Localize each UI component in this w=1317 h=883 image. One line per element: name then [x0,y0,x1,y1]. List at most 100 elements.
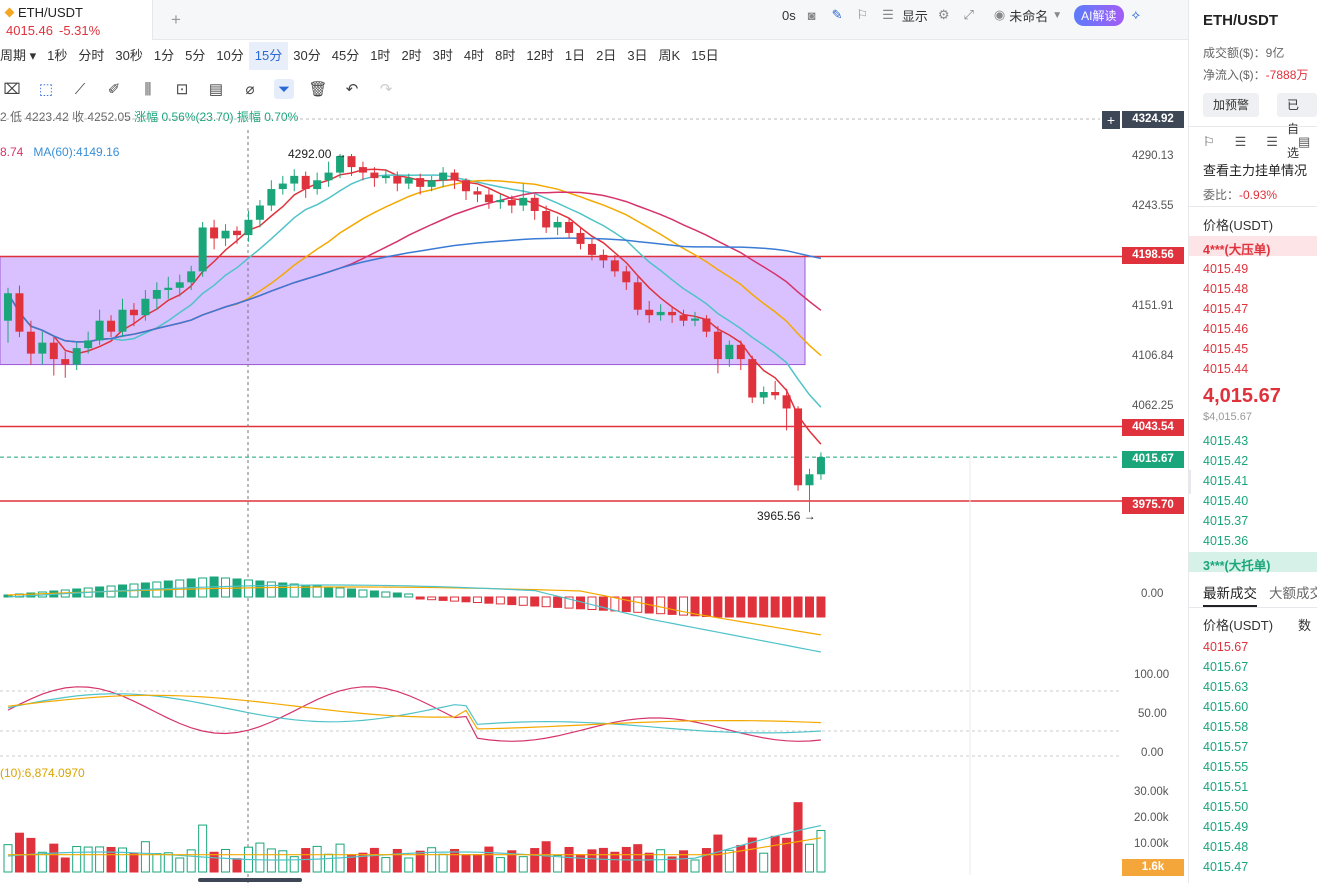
macd-bar [507,596,517,606]
layout-name[interactable]: 未命名 [1009,8,1049,24]
add-alert-button[interactable]: 加预警 [1203,93,1260,117]
bid-wall: 3***(大托单) [1203,559,1271,573]
panel-collapse-icon[interactable]: ▸ [1189,470,1191,494]
lock-icon[interactable]: ⊡ [175,81,189,98]
candle [244,219,253,236]
interval-19[interactable]: 周K [658,48,681,63]
bid-row[interactable]: 4015.43 [1203,434,1249,448]
volume-bar [152,853,162,873]
interval-15[interactable]: 12时 [526,48,554,63]
trash-icon[interactable]: 🗑 [308,81,328,98]
interval-18[interactable]: 3日 [627,48,648,63]
brush-icon[interactable]: ✐ [107,81,121,98]
ask-row[interactable]: 4015.49 [1203,262,1249,276]
macd-bar [747,596,757,618]
undo-icon[interactable]: ↶ [345,81,359,98]
chevron-down-icon[interactable]: ▼ [1052,9,1063,21]
interval-20[interactable]: 15日 [691,48,719,63]
volume-bar [736,844,746,873]
share-icon[interactable]: ⟡ [1131,7,1141,22]
vol-axis: 30.00k [1134,786,1169,798]
pen-icon[interactable]: ✎ [831,7,843,22]
trade-row[interactable]: 4015.58 [1203,720,1249,734]
interval-14[interactable]: 8时 [495,48,516,63]
crosshair-plus-icon[interactable]: + [1102,111,1120,129]
interval-6[interactable]: 10分 [216,48,244,63]
redo-icon[interactable]: ↷ [379,81,393,98]
trade-row[interactable]: 4015.60 [1203,700,1249,714]
display-button[interactable]: 显示 [901,8,928,24]
trade-row[interactable]: 4015.63 [1203,680,1249,694]
bid-row[interactable]: 4015.41 [1203,474,1249,488]
candle [129,309,138,316]
interval-7[interactable]: 15分 [249,42,288,70]
interval-1[interactable]: 1秒 [47,48,68,63]
watchlist-button[interactable]: 已自选 [1277,93,1317,160]
bid-row[interactable]: 4015.42 [1203,454,1249,468]
interval-0[interactable]: 周期 ▾ [0,48,37,63]
trade-row[interactable]: 4015.67 [1203,660,1249,674]
trade-row[interactable]: 4015.48 [1203,840,1249,854]
volume-bar [507,850,517,873]
trade-row[interactable]: 4015.50 [1203,800,1249,814]
trade-row[interactable]: 4015.57 [1203,740,1249,754]
interval-10[interactable]: 1时 [370,48,391,63]
flag-icon[interactable]: ⚐ [856,7,869,22]
candle [645,309,654,316]
trade-tabs[interactable]: 最新成交大额成交 [1203,582,1317,607]
ask-row[interactable]: 4015.45 [1203,342,1249,356]
interval-5[interactable]: 5分 [185,48,206,63]
price-chart[interactable] [0,105,1188,883]
eye-icon[interactable]: ◉ [993,7,1006,22]
gear-icon[interactable]: ⚙ [937,7,950,22]
panel-icons[interactable]: ⚐☰☰▤ [1203,134,1310,149]
magnet-icon[interactable]: ⌧ [3,81,21,98]
trade-row[interactable]: 4015.51 [1203,780,1249,794]
ai-analysis-button[interactable]: AI解读 [1074,4,1124,26]
bid-row[interactable]: 4015.37 [1203,514,1249,528]
indicator-icon[interactable]: ⫼ [144,80,152,98]
trade-row[interactable]: 4015.55 [1203,760,1249,774]
list-icon[interactable]: ☰ [882,7,894,22]
interval-11[interactable]: 2时 [401,48,422,63]
bid-row[interactable]: 4015.36 [1203,534,1249,548]
interval-2[interactable]: 分时 [78,48,105,63]
filter-icon[interactable]: ⏷ [274,79,294,99]
camera-icon[interactable]: ◙ [807,7,816,23]
interval-9[interactable]: 45分 [331,48,360,63]
ask-row[interactable]: 4015.48 [1203,282,1249,296]
fullscreen-icon[interactable]: ⤢ [963,7,974,22]
trade-row[interactable]: 4015.49 [1203,820,1249,834]
trade-row[interactable]: 4015.47 [1203,860,1249,874]
candle [702,318,711,332]
ask-row[interactable]: 4015.46 [1203,322,1249,336]
candle [267,189,276,206]
trade-row[interactable]: 4015.67 [1203,640,1249,654]
macd-bar [782,596,792,618]
macd-bar [564,596,574,609]
interval-8[interactable]: 30分 [293,48,321,63]
interval-3[interactable]: 30秒 [115,48,143,63]
candle [759,392,768,398]
current-price-tag: 4015.67 [1122,451,1184,468]
interval-4[interactable]: 1分 [153,48,175,63]
ruler-icon[interactable]: ⟋ [74,80,86,98]
add-tab-button[interactable]: + [171,10,181,29]
candle [519,197,528,206]
volume-bar [186,849,196,873]
macd-bar [369,590,379,598]
candle [771,392,780,396]
tab-eth-usdt[interactable]: ETH/USDT 4015.46 -5.31% [0,0,153,40]
interval-17[interactable]: 2日 [596,48,617,63]
note-icon[interactable]: ▤ [208,81,224,98]
interval-16[interactable]: 1日 [564,48,586,63]
cursor-icon[interactable]: ⬚ [38,81,54,98]
ask-wall: 4***(大压单) [1203,243,1271,257]
candle [255,205,264,220]
bid-row[interactable]: 4015.40 [1203,494,1249,508]
interval-13[interactable]: 4时 [463,48,485,63]
eraser-icon[interactable]: ⌀ [245,81,255,98]
ask-row[interactable]: 4015.47 [1203,302,1249,316]
interval-12[interactable]: 3时 [432,48,453,63]
ask-row[interactable]: 4015.44 [1203,362,1249,376]
